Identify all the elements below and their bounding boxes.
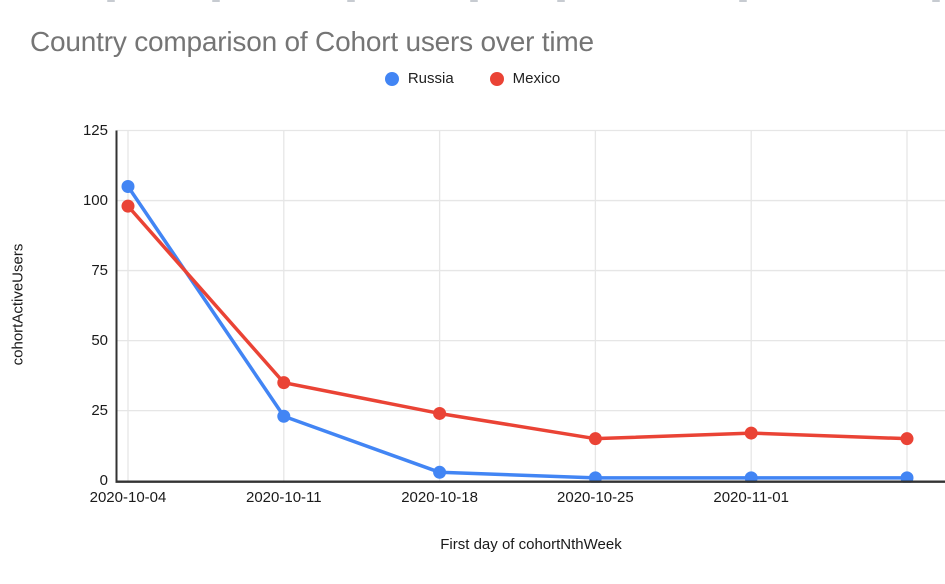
x-tick-2: 2020-10-18: [401, 489, 478, 506]
mexico-point-2: [433, 406, 447, 420]
russia-point-2: [433, 465, 447, 479]
x-tick-4: 2020-11-01: [713, 489, 789, 506]
russia-point-5: [900, 471, 914, 483]
artifact-mark: [470, 0, 478, 2]
chart-title: Country comparison of Cohort users over …: [30, 26, 594, 57]
x-tick-3: 2020-10-25: [557, 489, 634, 506]
mexico-line: [126, 204, 908, 441]
mexico-point-4: [744, 426, 758, 440]
x-axis-title: First day of cohortNthWeek: [440, 536, 622, 553]
russia-series-label: Russia: [407, 70, 454, 87]
y-tick-75: 75: [91, 261, 108, 279]
artifact-mark: [932, 0, 940, 2]
artifact-mark: [557, 0, 565, 2]
mexico-series-swatch: [489, 71, 504, 86]
mexico-point-0: [121, 199, 135, 213]
legend-item-mexico[interactable]: Mexico: [489, 70, 561, 87]
artifact-mark: [107, 0, 115, 2]
russia-series-swatch: [384, 71, 399, 86]
y-tick-100: 100: [82, 191, 108, 209]
russia-point-4: [744, 471, 758, 483]
russia-point-3: [588, 471, 602, 483]
artifact-mark: [212, 0, 220, 2]
artifact-mark: [739, 0, 747, 2]
x-tick-1: 2020-10-11: [245, 489, 322, 506]
mexico-point-5: [900, 432, 914, 446]
mexico-point-3: [588, 432, 602, 446]
x-tick-0: 2020-10-04: [89, 489, 167, 506]
mexico-point-1: [277, 376, 291, 390]
legend: Russia Mexico: [0, 70, 945, 87]
y-tick-125: 125: [82, 121, 108, 139]
legend-item-russia[interactable]: Russia: [384, 70, 454, 87]
russia-point-0: [121, 180, 135, 194]
artifact-mark: [347, 0, 355, 2]
russia-line: [126, 185, 907, 480]
y-tick-50: 50: [91, 331, 108, 349]
mexico-series-label: Mexico: [512, 70, 561, 87]
russia-point-1: [277, 409, 291, 423]
y-tick-25: 25: [91, 401, 108, 419]
y-tick-0: 0: [99, 471, 108, 489]
